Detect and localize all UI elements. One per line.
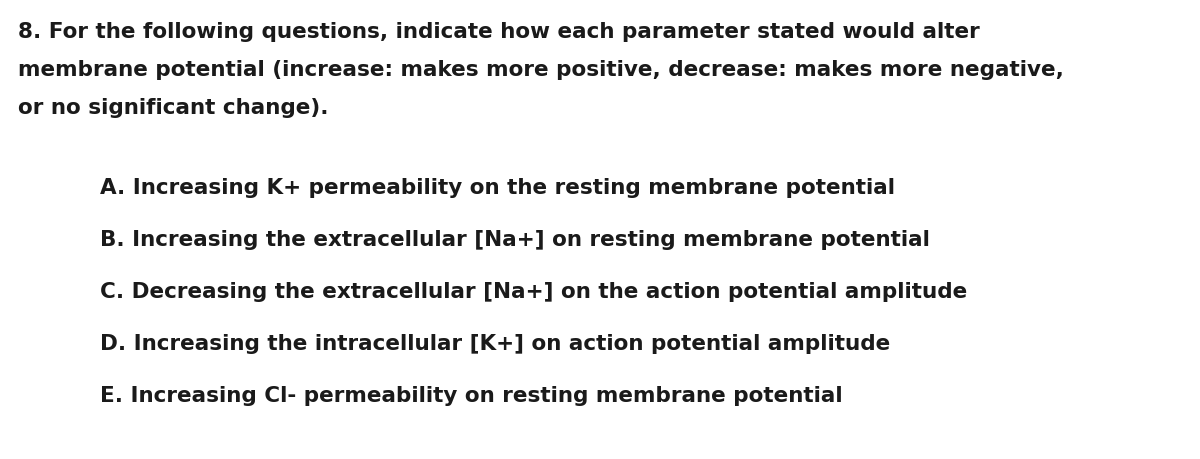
Text: or no significant change).: or no significant change).: [18, 98, 329, 118]
Text: D. Increasing the intracellular [K+] on action potential amplitude: D. Increasing the intracellular [K+] on …: [100, 333, 890, 353]
Text: membrane potential (increase: makes more positive, decrease: makes more negative: membrane potential (increase: makes more…: [18, 60, 1064, 80]
Text: C. Decreasing the extracellular [Na+] on the action potential amplitude: C. Decreasing the extracellular [Na+] on…: [100, 281, 967, 302]
Text: A. Increasing K+ permeability on the resting membrane potential: A. Increasing K+ permeability on the res…: [100, 178, 895, 197]
Text: E. Increasing Cl- permeability on resting membrane potential: E. Increasing Cl- permeability on restin…: [100, 385, 842, 405]
Text: 8. For the following questions, indicate how each parameter stated would alter: 8. For the following questions, indicate…: [18, 22, 979, 42]
Text: B. Increasing the extracellular [Na+] on resting membrane potential: B. Increasing the extracellular [Na+] on…: [100, 230, 930, 249]
